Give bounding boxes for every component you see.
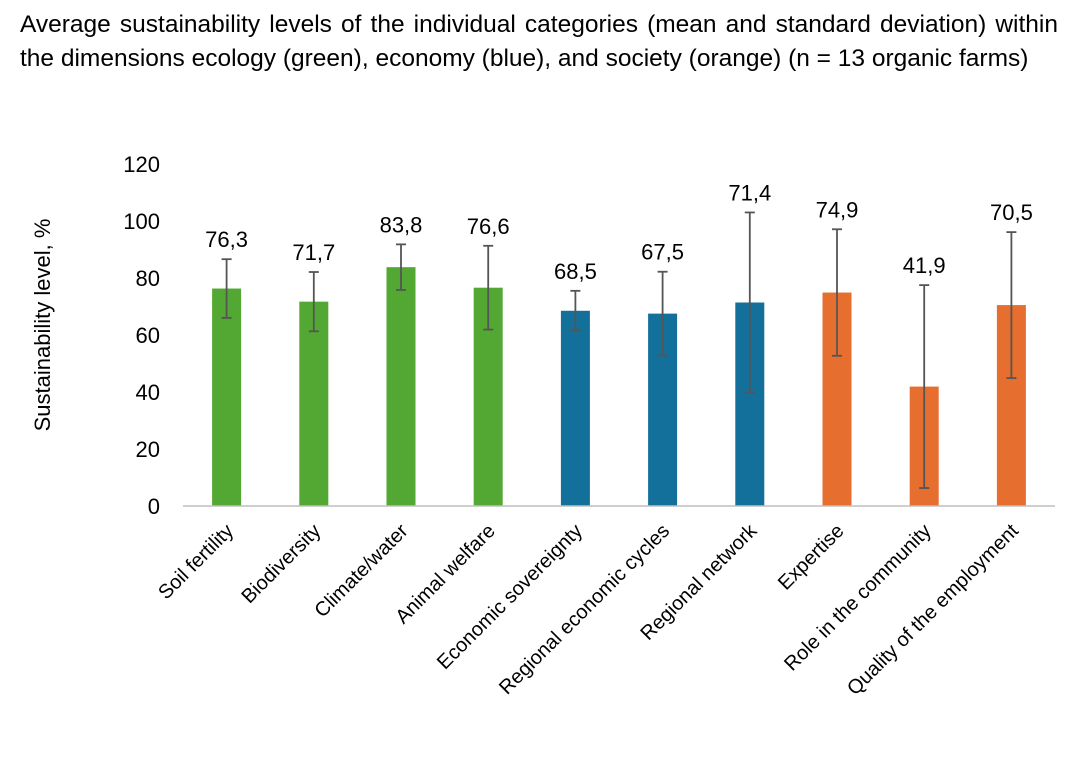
category-label: Quality of the employment <box>843 520 1023 700</box>
error-bar <box>832 228 842 357</box>
data-label: 76,6 <box>467 214 510 239</box>
error-bar <box>657 270 668 357</box>
data-label: 74,9 <box>816 197 859 222</box>
data-label: 71,7 <box>292 240 335 265</box>
data-label: 67,5 <box>641 240 684 265</box>
data-label: 70,5 <box>990 200 1033 225</box>
y-tick-label: 0 <box>148 494 160 519</box>
error-bar <box>1006 231 1017 379</box>
data-label: 41,9 <box>903 253 946 278</box>
figure-caption: Average sustainability levels of the ind… <box>20 11 1058 72</box>
bar <box>299 301 329 506</box>
y-tick-label: 60 <box>136 323 160 348</box>
error-bar <box>483 244 494 331</box>
bar <box>560 310 590 506</box>
y-axis-title: Sustainability level, % <box>30 219 55 432</box>
error-bar <box>396 243 406 291</box>
bar <box>212 288 242 506</box>
category-label: Economic sovereignty <box>433 520 587 674</box>
y-axis-ticks: 0 20 40 60 80 100 120 <box>123 152 160 519</box>
error-bar <box>744 211 755 394</box>
data-label: 71,4 <box>728 180 771 205</box>
category-label: Soil fertility <box>154 520 238 604</box>
y-tick-label: 20 <box>136 437 160 462</box>
data-labels: 76,3 71,7 83,8 76,6 68,5 67,5 71,4 74,9 41,9 70,5 <box>205 180 1033 283</box>
category-label: Regional economic cycles <box>495 520 674 699</box>
error-bar <box>919 284 930 489</box>
category-labels: Soil fertility BiodiversityClimate/waterA… <box>154 519 1023 700</box>
data-label: 76,3 <box>205 227 248 252</box>
bars <box>212 267 1026 506</box>
category-label: Role in the community <box>780 520 935 675</box>
bar <box>386 267 416 506</box>
y-tick-label: 80 <box>136 266 160 291</box>
data-label: 68,5 <box>554 259 597 284</box>
error-bar <box>308 271 319 333</box>
data-label: 83,8 <box>380 212 423 237</box>
error-bar <box>570 289 581 332</box>
category-label: Expertise <box>774 520 849 595</box>
y-tick-label: 100 <box>123 209 160 234</box>
error-bar <box>221 258 232 319</box>
category-label: Biodiversity <box>237 520 325 608</box>
y-tick-label: 40 <box>136 380 160 405</box>
y-tick-label: 120 <box>123 152 160 177</box>
error-bars <box>221 211 1017 489</box>
